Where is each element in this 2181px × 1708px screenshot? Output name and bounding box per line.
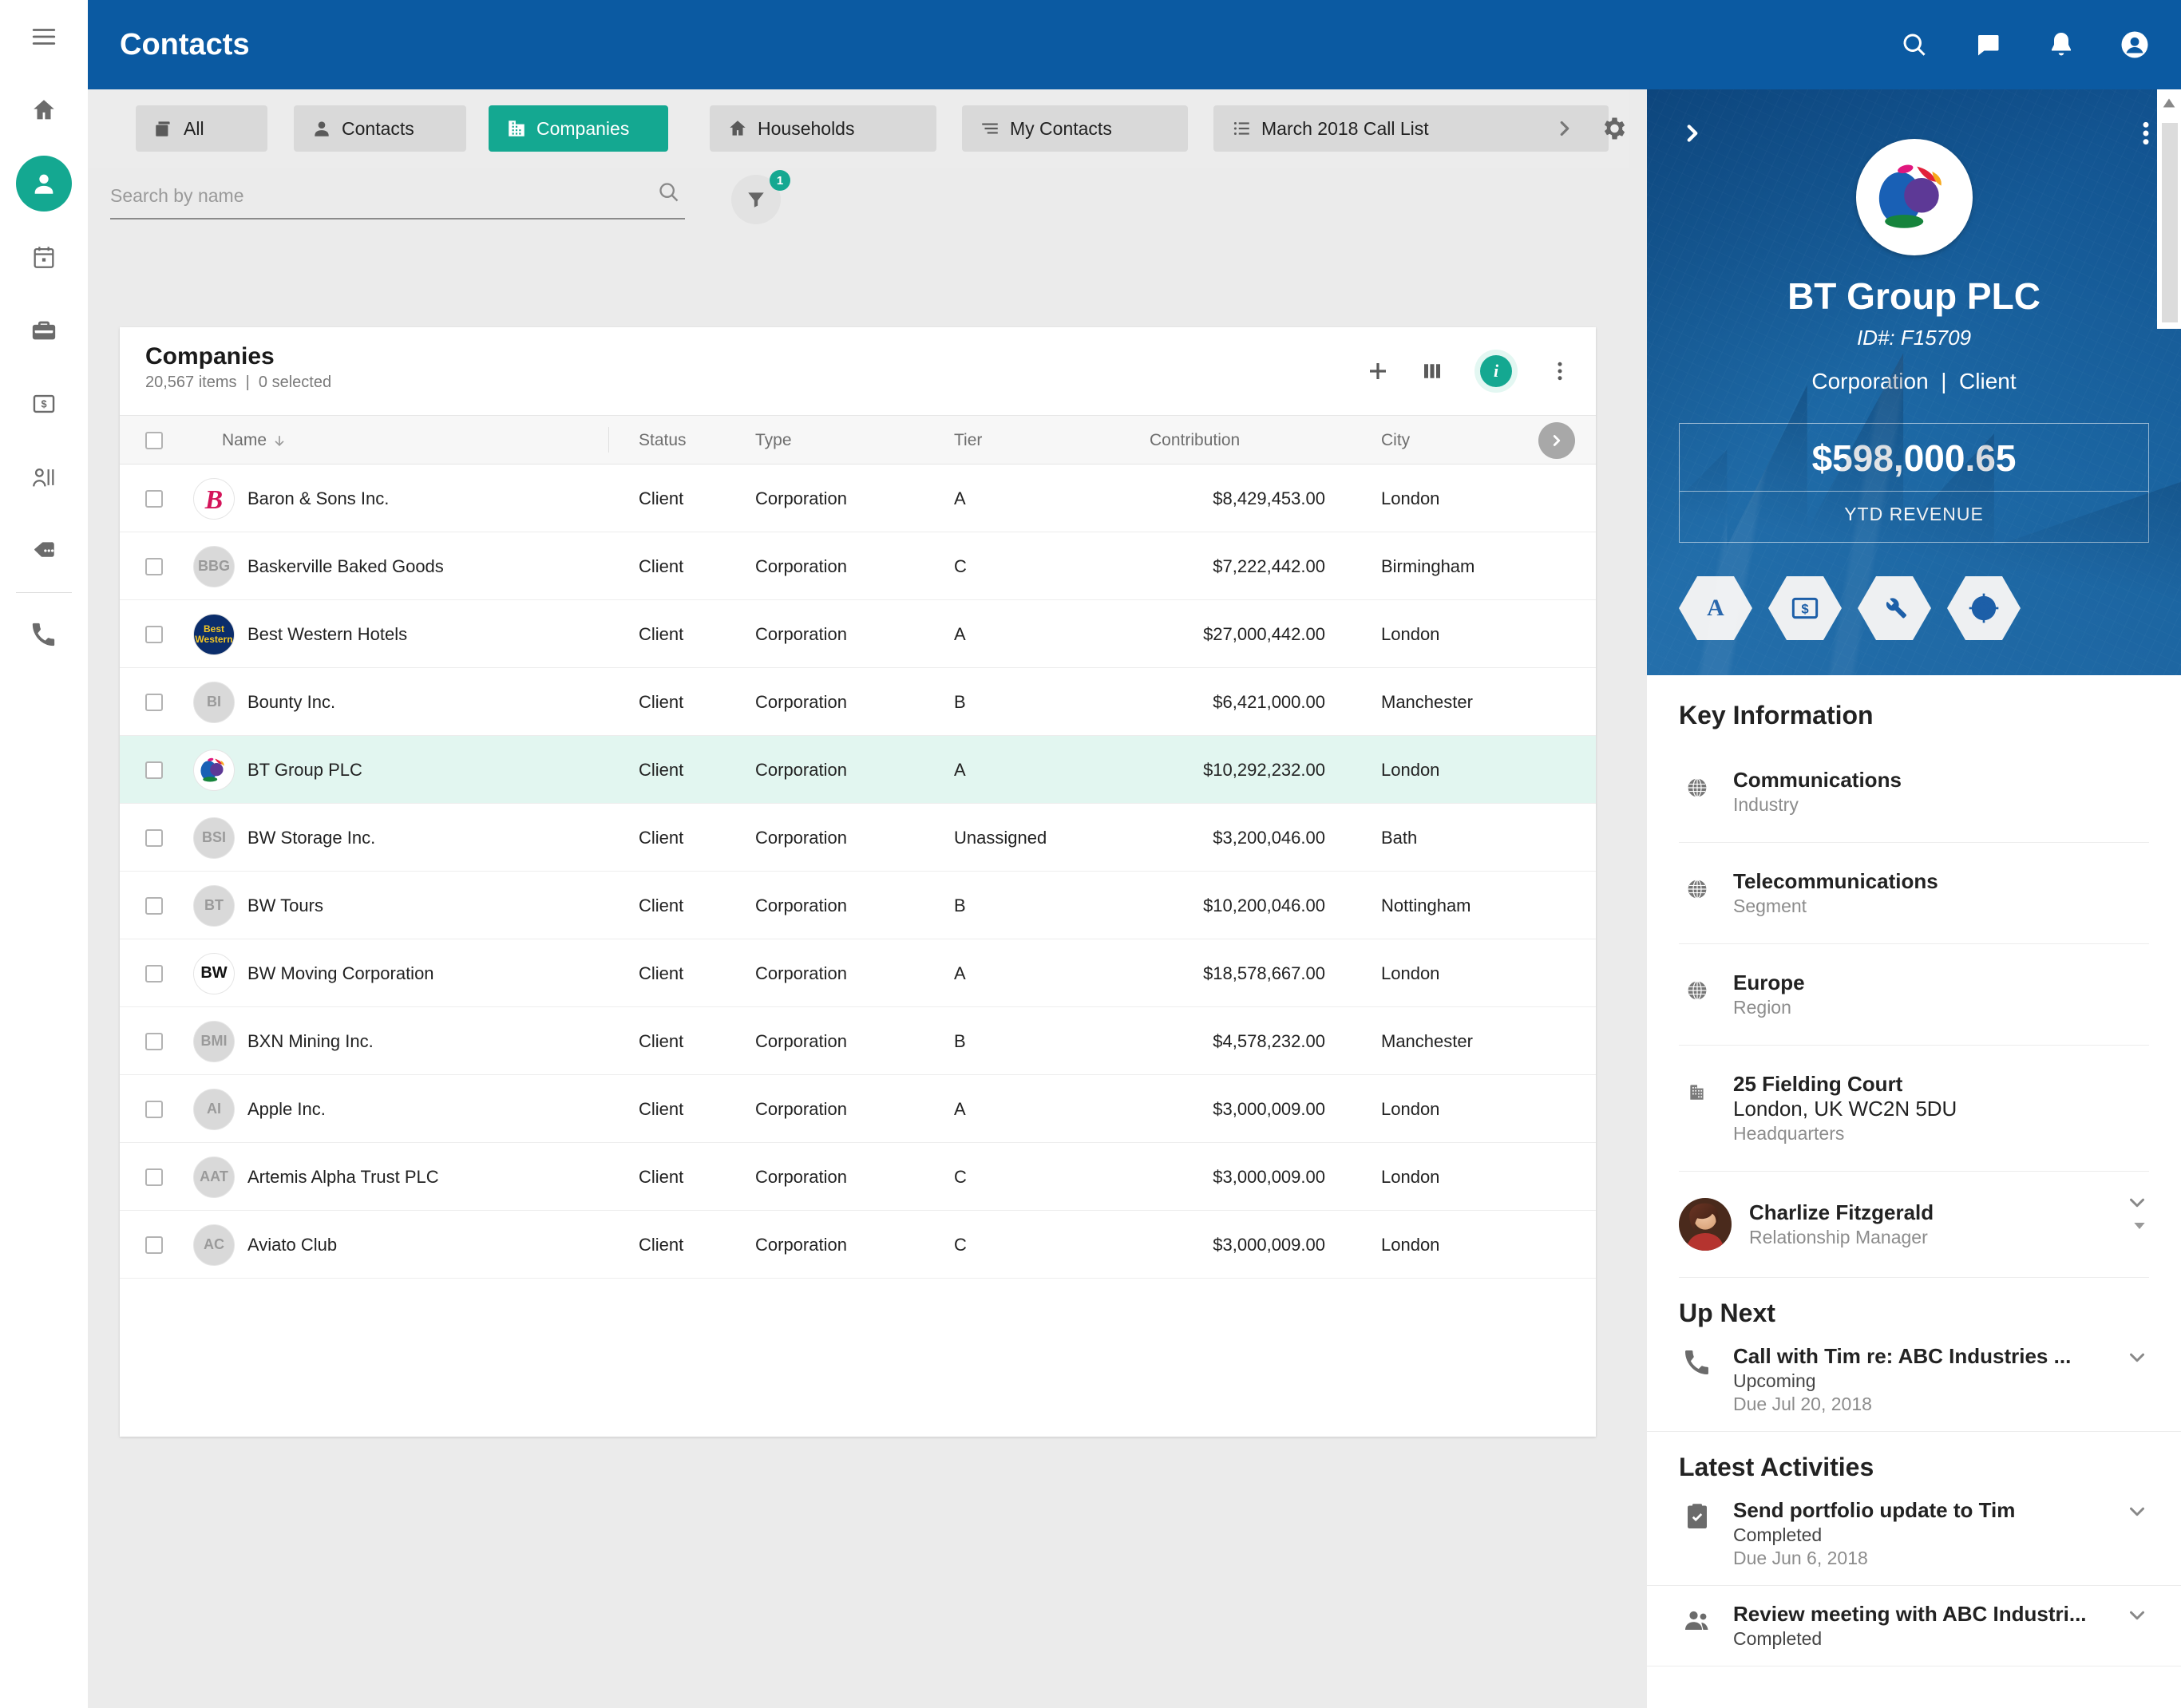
- svg-text:$: $: [1801, 601, 1809, 616]
- svg-text:B: B: [204, 485, 223, 515]
- svg-text:$: $: [41, 397, 46, 409]
